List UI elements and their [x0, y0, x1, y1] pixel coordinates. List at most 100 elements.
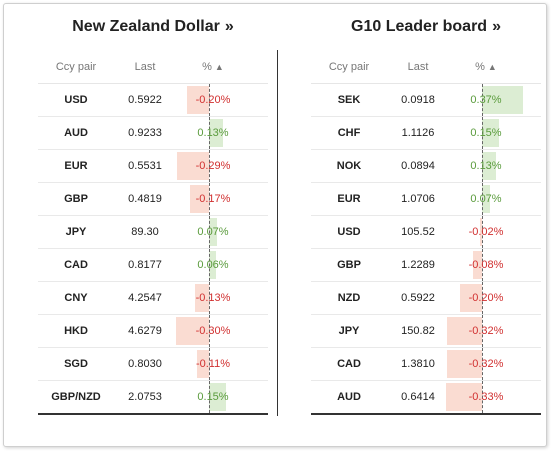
- last-price-cell: 105.52: [401, 226, 435, 238]
- title-arrow-icon: »: [492, 18, 501, 35]
- last-price-cell: 0.6414: [401, 391, 435, 403]
- pct-bar-positive: [209, 218, 217, 246]
- pct-change-cell: 0.13%: [176, 117, 250, 149]
- zero-line: [209, 84, 210, 116]
- ccy-pair-cell: GBP: [337, 259, 361, 271]
- pct-bar-positive: [209, 119, 224, 147]
- pct-change-cell: -0.32%: [446, 348, 523, 380]
- nzd-panel-title-link[interactable]: New Zealand Dollar»: [38, 4, 268, 50]
- table-row[interactable]: SGD 0.8030 -0.11%: [38, 348, 268, 381]
- pct-change-value: 0.15%: [197, 391, 229, 403]
- title-arrow-icon: »: [224, 18, 234, 35]
- header-ccy-pair[interactable]: Ccy pair: [55, 60, 97, 73]
- pct-change-cell: -0.30%: [176, 315, 250, 347]
- zero-line: [209, 348, 210, 380]
- pct-change-cell: -0.20%: [176, 84, 250, 116]
- last-price-cell: 0.8177: [128, 259, 162, 271]
- last-price-cell: 0.4819: [128, 193, 162, 205]
- table-row[interactable]: EUR 1.0706 0.07%: [311, 183, 541, 216]
- zero-line: [482, 315, 483, 347]
- last-price-cell: 150.82: [401, 325, 435, 337]
- zero-line: [482, 84, 483, 116]
- ccy-pair-cell: NOK: [336, 160, 362, 172]
- g10-panel-title-link[interactable]: G10 Leader board»: [311, 4, 541, 50]
- pct-bar-negative: [445, 383, 482, 411]
- table-row[interactable]: JPY 150.82 -0.32%: [311, 315, 541, 348]
- table-header: Ccy pair Last % ▲: [311, 50, 541, 84]
- pct-change-cell: -0.08%: [449, 249, 523, 281]
- table-row[interactable]: AUD 0.6414 -0.33%: [311, 381, 541, 415]
- pct-bar-negative: [176, 317, 209, 345]
- pct-change-value: -0.11%: [195, 358, 231, 370]
- pct-change-value: -0.20%: [468, 292, 504, 304]
- last-price-cell: 1.3810: [401, 358, 435, 370]
- pct-bar-positive: [482, 185, 490, 213]
- table-row[interactable]: CNY 4.2547 -0.13%: [38, 282, 268, 315]
- last-price-cell: 0.5922: [401, 292, 435, 304]
- pct-change-cell: -0.02%: [449, 216, 523, 248]
- pct-change-cell: 0.13%: [449, 150, 523, 182]
- last-price-cell: 1.2289: [401, 259, 435, 271]
- pct-bar-positive: [482, 86, 523, 114]
- table-row[interactable]: EUR 0.5531 -0.29%: [38, 150, 268, 183]
- zero-line: [209, 381, 210, 413]
- last-price-cell: 4.2547: [128, 292, 162, 304]
- table-row[interactable]: GBP 1.2289 -0.08%: [311, 249, 541, 282]
- table-row[interactable]: USD 0.5922 -0.20%: [38, 84, 268, 117]
- header-last[interactable]: Last: [134, 60, 156, 73]
- ccy-pair-cell: JPY: [65, 226, 87, 238]
- ccy-pair-cell: USD: [337, 226, 361, 238]
- zero-line: [209, 183, 210, 215]
- pct-change-cell: 0.06%: [176, 249, 250, 281]
- zero-line: [209, 150, 210, 182]
- table-header: Ccy pair Last % ▲: [38, 50, 268, 84]
- header-pct[interactable]: % ▲: [176, 50, 250, 83]
- pct-change-value: -0.20%: [195, 94, 231, 106]
- last-price-cell: 0.8030: [128, 358, 162, 370]
- table-row[interactable]: GBP/NZD 2.0753 0.15%: [38, 381, 268, 415]
- ccy-pair-cell: JPY: [338, 325, 360, 337]
- header-ccy-pair[interactable]: Ccy pair: [328, 60, 370, 73]
- table-row[interactable]: AUD 0.9233 0.13%: [38, 117, 268, 150]
- pct-change-value: 0.07%: [470, 193, 502, 205]
- pct-change-cell: -0.32%: [446, 315, 523, 347]
- pct-change-cell: 0.07%: [449, 183, 523, 215]
- pct-change-value: -0.29%: [195, 160, 231, 172]
- g10-table-body: SEK 0.0918 0.37% CHF 1.1126 0.15% NOK 0.0894 0.1…: [311, 84, 541, 415]
- table-row[interactable]: NOK 0.0894 0.13%: [311, 150, 541, 183]
- zero-line: [482, 381, 483, 413]
- pct-change-cell: -0.13%: [176, 282, 250, 314]
- zero-line: [482, 348, 483, 380]
- pct-bar-negative: [190, 185, 209, 213]
- table-row[interactable]: NZD 0.5922 -0.20%: [311, 282, 541, 315]
- table-row[interactable]: CAD 1.3810 -0.32%: [311, 348, 541, 381]
- ccy-pair-cell: GBP: [64, 193, 88, 205]
- pct-bar-negative: [479, 218, 482, 246]
- pct-change-value: 0.06%: [197, 259, 229, 271]
- panel-divider: [277, 50, 278, 416]
- header-last[interactable]: Last: [407, 60, 429, 73]
- last-price-cell: 89.30: [131, 226, 159, 238]
- table-row[interactable]: USD 105.52 -0.02%: [311, 216, 541, 249]
- pct-bar-negative: [446, 317, 482, 345]
- table-row[interactable]: JPY 89.30 0.07%: [38, 216, 268, 249]
- table-row[interactable]: GBP 0.4819 -0.17%: [38, 183, 268, 216]
- ccy-pair-cell: EUR: [64, 160, 88, 172]
- pct-change-cell: -0.33%: [445, 381, 523, 413]
- table-row[interactable]: CAD 0.8177 0.06%: [38, 249, 268, 282]
- pct-change-value: -0.13%: [195, 292, 231, 304]
- zero-line: [209, 249, 210, 281]
- header-pct-label: %: [475, 60, 485, 73]
- pct-change-value: 0.37%: [470, 94, 502, 106]
- ccy-pair-cell: AUD: [64, 127, 88, 139]
- header-pct[interactable]: % ▲: [449, 50, 523, 83]
- last-price-cell: 2.0753: [128, 391, 162, 403]
- zero-line: [482, 249, 483, 281]
- sort-ascending-icon: ▲: [487, 61, 497, 72]
- zero-line: [482, 150, 483, 182]
- ccy-pair-cell: SEK: [337, 94, 361, 106]
- table-row[interactable]: CHF 1.1126 0.15%: [311, 117, 541, 150]
- ccy-pair-cell: EUR: [337, 193, 361, 205]
- table-row[interactable]: SEK 0.0918 0.37%: [311, 84, 541, 117]
- table-row[interactable]: HKD 4.6279 -0.30%: [38, 315, 268, 348]
